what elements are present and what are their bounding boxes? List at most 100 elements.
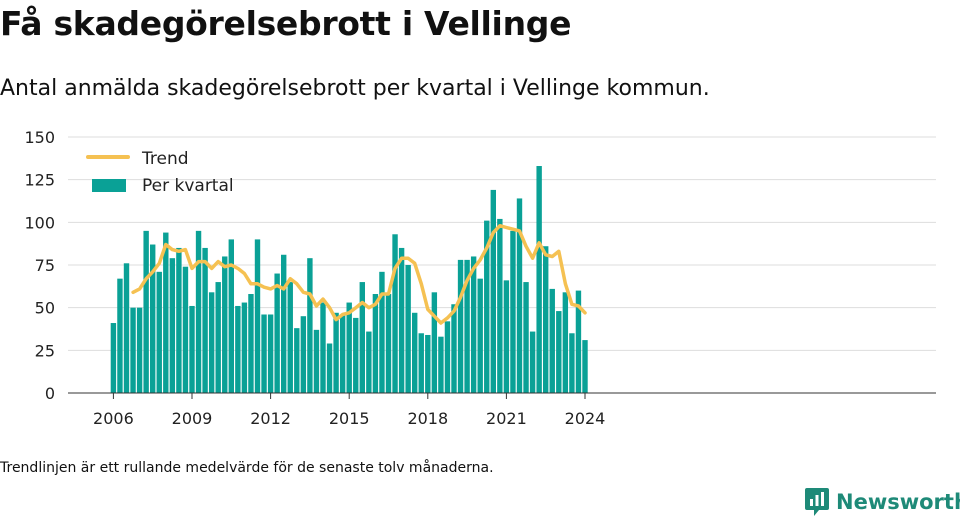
- y-axis-ticks: 0 25 50 75 100 125 150: [24, 128, 55, 403]
- bar: [346, 302, 352, 393]
- chart-subtitle: Antal anmälda skadegörelsebrott per kvar…: [0, 76, 710, 101]
- bar: [123, 263, 130, 393]
- bar: [569, 333, 575, 393]
- bar: [274, 273, 280, 393]
- footnote: Trendlinjen är ett rullande medelvärde f…: [0, 460, 494, 476]
- legend-bar-swatch: [92, 179, 126, 192]
- y-tick-label: 50: [35, 299, 55, 318]
- bar: [320, 302, 326, 393]
- x-tick-label: 2021: [486, 409, 527, 428]
- bar: [300, 316, 307, 393]
- bar: [169, 258, 176, 393]
- bar: [176, 247, 182, 393]
- bar: [431, 292, 438, 393]
- x-tick-label: 2015: [329, 409, 370, 428]
- y-tick-label: 150: [24, 128, 55, 147]
- bar: [215, 282, 221, 393]
- bar: [549, 288, 555, 393]
- bar: [457, 259, 464, 393]
- bar: [477, 278, 483, 393]
- bar: [510, 230, 516, 393]
- bar: [372, 294, 379, 393]
- bar: [385, 294, 392, 393]
- bar: [392, 234, 398, 393]
- bar: [464, 259, 470, 393]
- bar: [182, 266, 189, 393]
- bar: [294, 328, 300, 393]
- y-tick-label: 25: [35, 341, 55, 360]
- bar: [202, 247, 208, 393]
- y-tick-label: 75: [35, 256, 55, 275]
- bar: [470, 256, 477, 393]
- bar: [529, 331, 536, 393]
- bar: [516, 198, 523, 393]
- bar: [418, 333, 424, 393]
- x-axis-ticks: 2006 2009 2012 2015 2018 2021 2024: [93, 393, 605, 428]
- brand-name: Newsworthy: [836, 490, 960, 514]
- bar: [287, 282, 293, 393]
- bar: [575, 290, 582, 393]
- bar: [326, 343, 333, 393]
- bar: [444, 321, 451, 393]
- bar: [582, 340, 588, 393]
- bar: [503, 280, 510, 393]
- bar: [241, 302, 248, 393]
- bar: [150, 244, 156, 393]
- bar: [267, 314, 274, 393]
- bar: [339, 314, 346, 393]
- bar: [438, 336, 444, 393]
- y-tick-label: 100: [24, 213, 55, 232]
- bar: [379, 271, 385, 393]
- bar: [208, 292, 215, 393]
- bar: [412, 312, 418, 393]
- bar: [484, 220, 490, 393]
- bar: [523, 282, 529, 393]
- bar: [130, 307, 136, 393]
- bar: [235, 305, 241, 393]
- bar: [425, 334, 431, 393]
- bar: [536, 166, 542, 393]
- bar: [307, 258, 313, 393]
- y-tick-label: 0: [45, 384, 55, 403]
- bar: [222, 256, 228, 393]
- brand[interactable]: Newsworthy: [804, 487, 960, 517]
- bar: [228, 239, 234, 393]
- bar: [497, 218, 503, 393]
- legend-trend-label: Trend: [141, 149, 189, 169]
- bar: [353, 317, 359, 393]
- bar: [117, 278, 123, 393]
- bar: [313, 329, 320, 393]
- bar: [451, 304, 457, 393]
- x-tick-label: 2018: [407, 409, 448, 428]
- legend: Trend Per kvartal: [86, 149, 234, 196]
- bar: [163, 232, 169, 393]
- bar: [261, 314, 267, 393]
- x-tick-label: 2009: [172, 409, 213, 428]
- bar: [366, 331, 372, 393]
- x-tick-label: 2024: [565, 409, 606, 428]
- bar: [556, 311, 562, 393]
- bar: [254, 239, 261, 393]
- bar: [136, 307, 143, 393]
- trend-line: [131, 223, 587, 325]
- chart-title: Få skadegörelsebrott i Vellinge: [0, 4, 572, 43]
- bar: [281, 254, 287, 393]
- bar: [405, 265, 411, 393]
- bars: [110, 166, 588, 393]
- newsworthy-logo-icon: [805, 488, 829, 516]
- bar: [156, 271, 162, 393]
- chart: 0 25 50 75 100 125 150 2006 2009 2012 2015 2018 202…: [24, 128, 936, 428]
- legend-bar-label: Per kvartal: [142, 176, 234, 196]
- bar: [195, 230, 202, 393]
- bar: [333, 312, 339, 393]
- bar: [562, 292, 569, 393]
- bar: [110, 323, 117, 393]
- bar: [143, 230, 149, 393]
- bar: [189, 305, 195, 393]
- bar: [398, 247, 405, 393]
- bar: [490, 189, 496, 393]
- bar: [359, 282, 365, 393]
- bar: [543, 246, 549, 393]
- x-tick-label: 2006: [93, 409, 134, 428]
- y-tick-label: 125: [24, 171, 55, 190]
